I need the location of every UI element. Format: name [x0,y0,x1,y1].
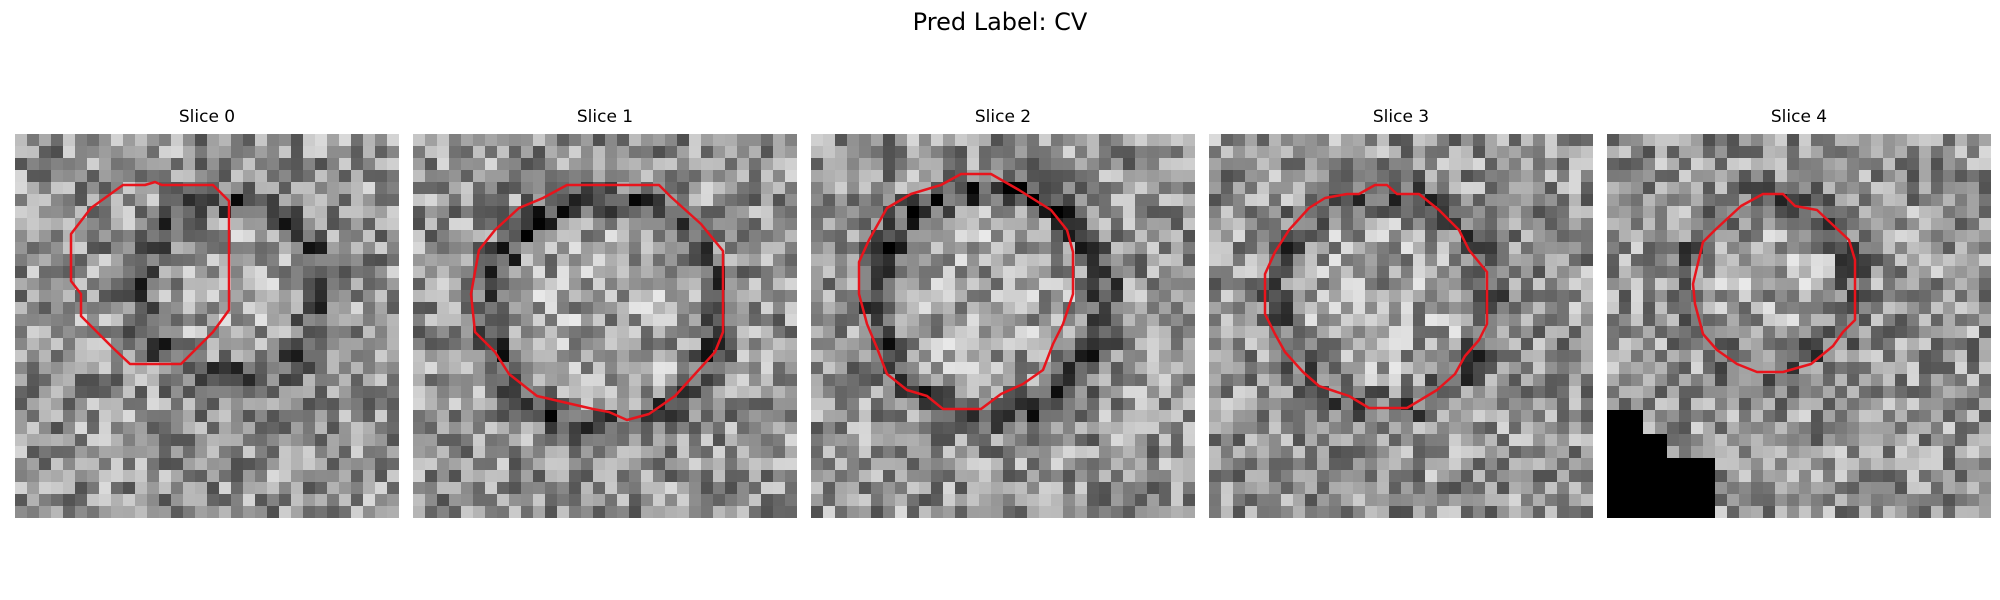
slice-panel-4: Slice 4 [1607,106,1991,518]
slice-image [811,134,1195,518]
slice-title: Slice 4 [1770,107,1828,127]
slice-image [413,134,797,518]
slice-panel-3: Slice 3 [1209,106,1593,518]
slice-panel-2: Slice 2 [811,106,1195,518]
segmentation-contour [857,172,1075,411]
slice-title: Slice 1 [576,107,634,127]
slice-image [1209,134,1593,518]
segmentation-contour [469,183,725,422]
slice-title: Slice 0 [178,107,236,127]
slice-title: Slice 2 [974,107,1032,127]
segmentation-contour [69,180,231,366]
figure-title: Pred Label: CV [912,8,1088,36]
slice-title: Slice 3 [1372,107,1430,127]
slice-panel-1: Slice 1 [413,106,797,518]
segmentation-contour [1263,183,1489,410]
segmentation-contour [1691,192,1857,374]
slice-panel-0: Slice 0 [15,106,399,518]
slice-image [15,134,399,518]
slice-image [1607,134,1991,518]
